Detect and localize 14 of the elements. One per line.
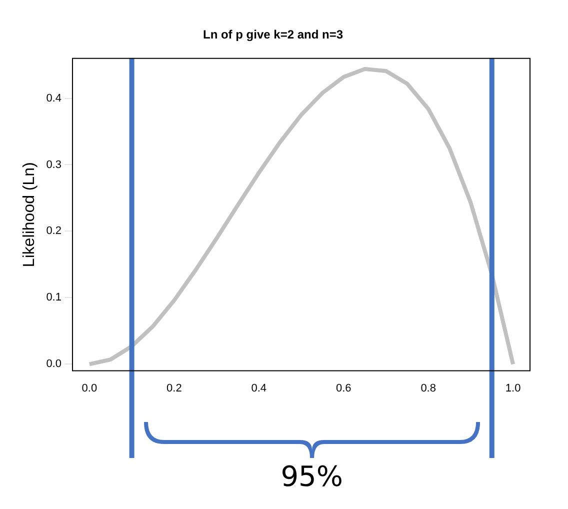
x-tick-label: 0.0: [82, 382, 98, 394]
y-tick-label: 0.2: [46, 225, 62, 238]
y-tick-label: 0.4: [46, 92, 62, 104]
y-tick-label: 0.0: [46, 358, 62, 370]
x-tick-label: 0.2: [166, 382, 182, 394]
y-axis-title: Likelihood (Ln): [21, 162, 38, 268]
x-tick-label: 0.6: [336, 382, 352, 394]
y-tick-label: 0.1: [46, 292, 62, 304]
x-tick-label: 0.8: [420, 382, 436, 394]
x-tick-label: 0.4: [251, 382, 267, 394]
x-tick-label: 1.0: [505, 382, 521, 394]
y-tick-label: 0.3: [46, 158, 62, 171]
text: 95%: [280, 460, 344, 493]
chart-title: Ln of p give k=2 and n=3: [202, 28, 344, 42]
